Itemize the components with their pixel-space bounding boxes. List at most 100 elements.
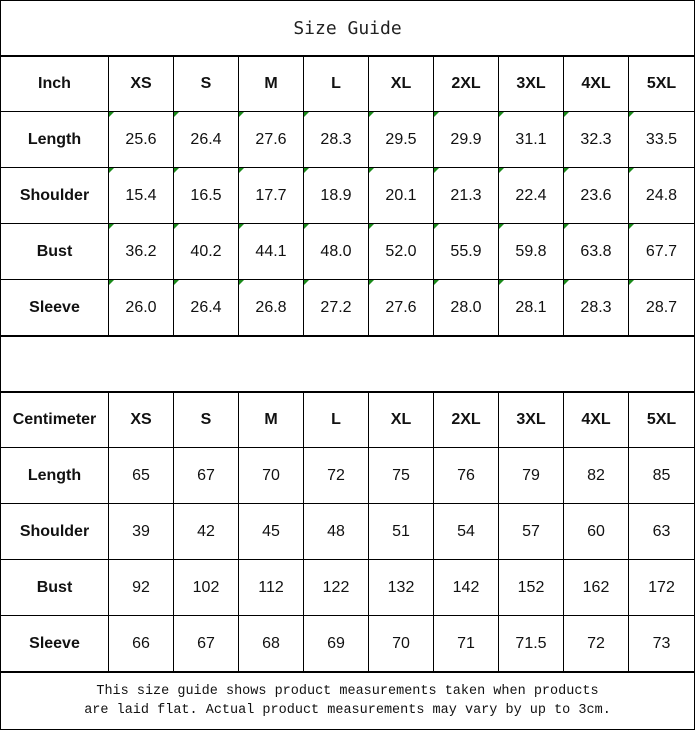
size-header: M [239, 391, 304, 448]
measurement-cell-text: 66 [132, 634, 150, 652]
measurement-cell-text: 71 [457, 634, 475, 652]
measurement-cell: 27.6 [369, 280, 434, 336]
measurement-cell: 142 [434, 560, 499, 616]
measurement-cell-text: 122 [322, 578, 350, 596]
measurement-cell: 33.5 [629, 112, 695, 168]
size-header-text: 2XL [451, 410, 481, 428]
size-header: S [174, 55, 239, 112]
measurement-cell: 55.9 [434, 224, 499, 280]
measurement-cell-text: 29.9 [450, 130, 482, 148]
size-header: XS [109, 391, 174, 448]
measurement-cell-text: 44.1 [255, 242, 287, 260]
measurement-cell-text: 28.1 [515, 298, 547, 316]
measurement-cell-text: 63.8 [580, 242, 612, 260]
error-marker-icon [239, 280, 244, 285]
measurement-cell: 82 [564, 448, 629, 504]
row-label: Length [0, 112, 109, 168]
measurement-cell: 28.3 [564, 280, 629, 336]
error-marker-icon [629, 280, 634, 285]
measurement-cell-text: 40.2 [190, 242, 222, 260]
measurement-cell: 152 [499, 560, 564, 616]
size-header: 5XL [629, 55, 695, 112]
error-marker-icon [434, 280, 439, 285]
measurement-cell: 132 [369, 560, 434, 616]
measurement-cell: 52.0 [369, 224, 434, 280]
measurement-cell-text: 92 [132, 578, 150, 596]
measurement-cell-text: 15.4 [125, 186, 157, 204]
measurement-cell-text: 112 [258, 578, 284, 596]
measurement-cell: 18.9 [304, 168, 369, 224]
measurement-cell: 70 [369, 616, 434, 672]
measurement-cell-text: 18.9 [320, 186, 352, 204]
size-header-text: XS [130, 410, 152, 428]
measurement-cell-text: 142 [452, 578, 480, 596]
row-label: Bust [0, 224, 109, 280]
error-marker-icon [564, 168, 569, 173]
error-marker-icon [239, 168, 244, 173]
measurement-cell-text: 36.2 [125, 242, 157, 260]
measurement-cell-text: 67.7 [645, 242, 678, 260]
size-header-text: 5XL [646, 410, 677, 428]
measurement-cell: 67 [174, 616, 239, 672]
error-marker-icon [564, 280, 569, 285]
size-header: XL [369, 391, 434, 448]
measurement-cell-text: 76 [457, 466, 475, 484]
error-marker-icon [109, 280, 114, 285]
size-header: 2XL [434, 55, 499, 112]
measurement-cell: 102 [174, 560, 239, 616]
measurement-cell: 27.6 [239, 112, 304, 168]
measurement-cell: 26.4 [174, 112, 239, 168]
size-header-text: XS [130, 74, 152, 92]
row-label: Sleeve [0, 616, 109, 672]
measurement-cell: 67.7 [629, 224, 695, 280]
measurement-cell-text: 26.8 [255, 298, 287, 316]
error-marker-icon [564, 224, 569, 229]
size-header: 4XL [564, 55, 629, 112]
measurement-cell-text: 16.5 [190, 186, 222, 204]
measurement-cell-text: 48.0 [320, 242, 352, 260]
measurement-cell: 17.7 [239, 168, 304, 224]
measurement-cell: 68 [239, 616, 304, 672]
measurement-cell: 45 [239, 504, 304, 560]
measurement-cell-text: 22.4 [515, 186, 547, 204]
measurement-cell: 122 [304, 560, 369, 616]
measurement-cell-text: 57 [522, 522, 540, 540]
error-marker-icon [499, 168, 504, 173]
measurement-cell-text: 54 [457, 522, 475, 540]
measurement-cell-text: 59.8 [515, 242, 547, 260]
measurement-cell-text: 52.0 [385, 242, 417, 260]
measurement-cell: 36.2 [109, 224, 174, 280]
measurement-cell-text: 51 [392, 522, 410, 540]
error-marker-icon [304, 112, 309, 117]
measurement-cell: 20.1 [369, 168, 434, 224]
row-label-text: Length [27, 466, 82, 484]
measurement-cell-text: 20.1 [385, 186, 417, 204]
measurement-cell: 26.8 [239, 280, 304, 336]
measurement-cell: 63.8 [564, 224, 629, 280]
row-label-text: Shoulder [19, 186, 90, 204]
row-label-text: Sleeve [29, 298, 80, 316]
measurement-cell-text: 85 [652, 466, 671, 484]
measurement-cell-text: 29.5 [385, 130, 417, 148]
measurement-cell: 26.0 [109, 280, 174, 336]
measurement-cell-text: 27.6 [385, 298, 417, 316]
row-label: Bust [0, 560, 109, 616]
footer-line-2: are laid flat. Actual product measuremen… [84, 703, 611, 718]
size-header: L [304, 391, 369, 448]
measurement-cell-text: 65 [132, 466, 150, 484]
size-header: 5XL [629, 391, 695, 448]
row-label: Sleeve [0, 280, 109, 336]
measurement-cell: 28.7 [629, 280, 695, 336]
unit-header: Inch [0, 55, 109, 112]
size-header-text: XL [390, 410, 412, 428]
error-marker-icon [564, 112, 569, 117]
measurement-cell-text: 152 [517, 578, 545, 596]
measurement-cell-text: 102 [192, 578, 220, 596]
measurement-cell: 57 [499, 504, 564, 560]
size-header: XL [369, 55, 434, 112]
measurement-cell: 15.4 [109, 168, 174, 224]
measurement-cell: 172 [629, 560, 695, 616]
measurement-cell-text: 67 [197, 634, 215, 652]
measurement-cell-text: 27.2 [320, 298, 352, 316]
measurement-cell-text: 172 [648, 578, 675, 596]
